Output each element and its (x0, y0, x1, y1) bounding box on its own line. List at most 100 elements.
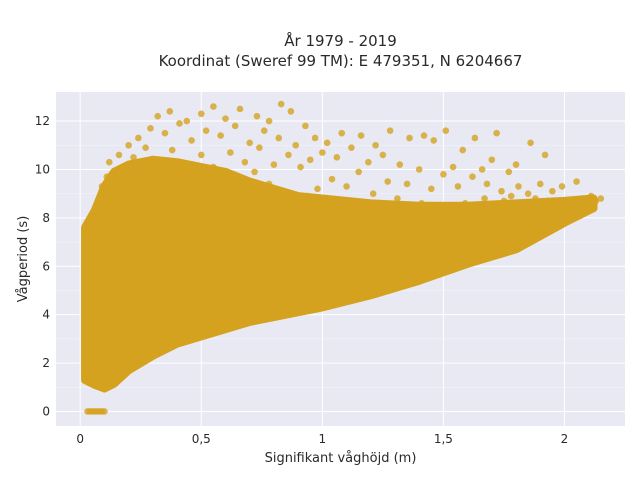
data-point (241, 241, 249, 248)
data-point (277, 226, 285, 234)
data-point (348, 144, 355, 151)
data-point (285, 151, 292, 159)
data-point (96, 287, 103, 294)
data-point (105, 158, 113, 166)
data-point (115, 224, 123, 231)
data-point (178, 313, 186, 321)
data-point (406, 134, 413, 142)
data-point (558, 183, 566, 190)
data-point (212, 296, 220, 304)
data-point (98, 183, 106, 190)
data-point (197, 110, 205, 118)
data-point (130, 154, 137, 161)
data-point (488, 156, 496, 164)
data-point (132, 200, 140, 207)
x-tick-label: 2 (561, 432, 569, 446)
data-point (309, 219, 316, 226)
data-point (193, 238, 200, 246)
data-point (459, 146, 467, 154)
data-point (103, 173, 111, 181)
data-point (265, 117, 273, 125)
data-point (582, 202, 590, 210)
data-point (260, 127, 268, 135)
data-point (229, 212, 237, 219)
data-point (319, 149, 326, 156)
data-point (147, 260, 154, 268)
data-point (86, 311, 94, 318)
data-point (108, 277, 115, 285)
data-point (118, 265, 125, 272)
data-point (507, 192, 515, 200)
data-point (481, 195, 488, 202)
data-point (248, 216, 256, 224)
data-point (205, 187, 212, 195)
data-point (280, 190, 287, 197)
data-point (532, 195, 539, 202)
data-point (137, 337, 145, 345)
data-point (420, 132, 428, 139)
data-point (464, 214, 471, 222)
data-point (130, 282, 137, 289)
data-point (105, 233, 113, 241)
data-point (127, 347, 135, 355)
y-axis-label: Vågperiod (s) (16, 216, 31, 303)
data-point (105, 379, 113, 386)
data-point (357, 132, 365, 139)
data-point (408, 214, 416, 222)
data-point (423, 216, 430, 224)
data-point (161, 129, 169, 137)
data-point (304, 192, 312, 200)
data-point (132, 325, 140, 333)
data-point (253, 112, 261, 120)
data-point (181, 161, 188, 168)
data-point (306, 156, 314, 164)
data-point (151, 289, 159, 297)
data-point (234, 233, 241, 241)
data-point (127, 216, 135, 224)
y-tick-label: 8 (42, 211, 50, 225)
data-point (362, 200, 370, 207)
data-point (108, 192, 115, 200)
data-point (248, 275, 256, 282)
data-point (200, 207, 207, 214)
data-point (294, 202, 302, 210)
data-point (483, 180, 491, 188)
data-point (103, 299, 111, 306)
data-point (321, 255, 329, 263)
data-point (154, 275, 161, 282)
data-point (93, 214, 101, 222)
data-point (297, 163, 304, 171)
data-point (84, 337, 91, 345)
data-point (164, 231, 171, 239)
data-point (91, 323, 99, 331)
data-point (147, 125, 154, 132)
data-point (573, 178, 580, 185)
data-point (188, 137, 195, 144)
data-point (398, 224, 406, 231)
data-point (369, 190, 377, 197)
data-point (515, 183, 522, 190)
data-point (251, 168, 258, 176)
data-point (115, 151, 123, 159)
data-point (110, 243, 118, 251)
scatter-points (81, 100, 605, 415)
data-point (120, 209, 128, 217)
data-point (168, 267, 176, 275)
data-point (331, 243, 338, 251)
data-point (352, 229, 360, 236)
data-point (227, 149, 234, 156)
x-tick-label: 0,5 (192, 432, 211, 446)
data-point (236, 183, 244, 190)
data-point (563, 214, 571, 222)
data-point (316, 241, 324, 248)
data-point (553, 202, 561, 210)
data-point (299, 231, 307, 239)
data-point (173, 241, 181, 248)
data-point (512, 161, 520, 168)
data-point (120, 166, 128, 173)
data-point (302, 122, 309, 130)
data-point (185, 262, 193, 270)
data-point (435, 221, 442, 229)
data-point (137, 175, 145, 183)
